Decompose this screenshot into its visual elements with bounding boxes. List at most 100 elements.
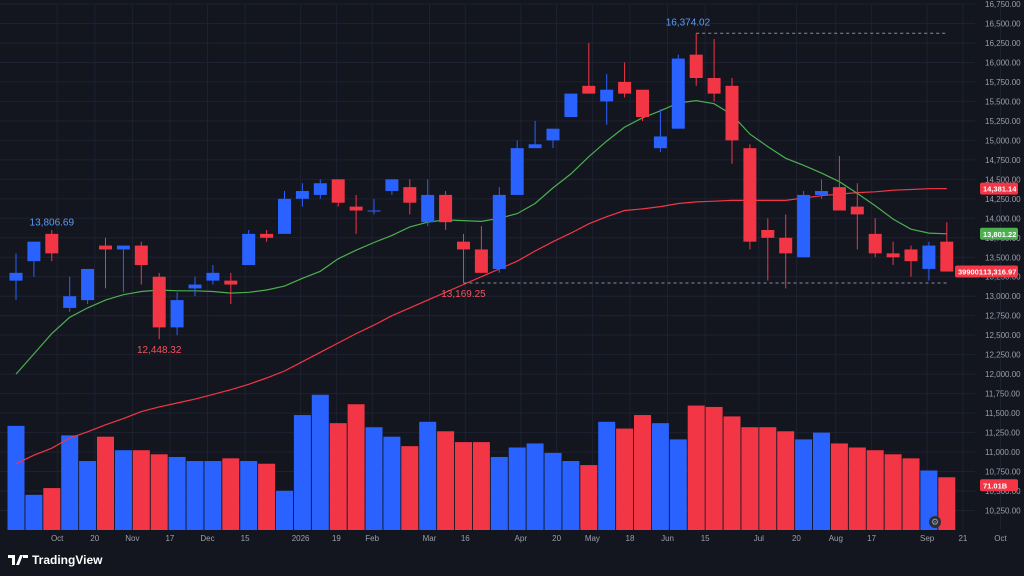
volume-bar — [79, 461, 97, 530]
gear-icon[interactable]: ⚙ — [929, 516, 941, 528]
candle — [99, 237, 112, 289]
candle — [725, 78, 739, 164]
candle — [653, 109, 667, 153]
candle-body — [940, 241, 954, 272]
volume-bar — [813, 432, 830, 530]
volume-bar — [114, 450, 132, 530]
volume-bars — [7, 394, 956, 530]
candle — [439, 191, 453, 230]
candle-body — [707, 78, 721, 94]
candle — [313, 179, 327, 199]
volume-bar — [61, 435, 79, 530]
candle-body — [152, 276, 166, 328]
candle-body — [886, 253, 900, 258]
x-tick-label: 20 — [792, 534, 801, 543]
moving-average-short-line — [15, 99, 947, 375]
x-tick-label: 20 — [90, 534, 99, 543]
x-tick-label: Aug — [829, 534, 843, 543]
candle — [457, 233, 470, 284]
y-tick-label: 16,500.00 — [985, 19, 1021, 28]
candle — [868, 218, 882, 258]
price-badges: 14,381.14 13,801.22 13,316.97 71.01B — [980, 182, 1018, 492]
y-tick-label: 13,000.00 — [985, 292, 1021, 301]
moving-average-long-line — [15, 188, 947, 465]
volume-bar — [150, 454, 168, 530]
candle-body — [242, 233, 256, 266]
candle — [260, 229, 274, 242]
candle-body — [27, 241, 41, 262]
candle-body — [689, 54, 703, 79]
y-tick-label: 15,750.00 — [985, 78, 1021, 87]
candle — [546, 128, 560, 149]
volume-bar — [508, 447, 526, 530]
volume-bar — [401, 446, 419, 530]
candle — [81, 268, 95, 305]
candle-body — [45, 233, 59, 254]
volume-bar — [132, 450, 150, 530]
candle — [582, 42, 596, 94]
price-badge-label: 13,316.97 — [983, 268, 1016, 277]
volume-bar — [562, 461, 580, 530]
candle-body — [761, 229, 775, 238]
candle-body — [63, 296, 77, 308]
volume-bar — [920, 470, 938, 530]
tradingview-logo-icon — [8, 555, 28, 565]
volume-bar — [705, 406, 723, 530]
volume-bar — [830, 443, 848, 530]
candle-body — [421, 194, 435, 223]
volume-bar — [419, 421, 437, 530]
candle — [761, 218, 775, 281]
candle — [492, 187, 506, 273]
volume-bar — [884, 454, 902, 530]
y-tick-label: 11,750.00 — [985, 390, 1021, 399]
candle-body — [671, 58, 685, 129]
volume-bar — [258, 463, 276, 530]
candle-body — [725, 85, 739, 141]
candle-body — [636, 89, 649, 117]
candle — [636, 89, 649, 121]
volume-bar — [866, 450, 884, 530]
volume-bar — [598, 421, 616, 530]
volume-bar — [741, 427, 759, 530]
y-tick-label: 15,500.00 — [985, 97, 1021, 106]
volume-bar — [240, 461, 258, 530]
candle — [904, 245, 918, 277]
y-tick-label: 16,250.00 — [985, 39, 1021, 48]
candle — [850, 183, 864, 250]
volume-bar — [97, 436, 114, 530]
candle-body — [206, 272, 220, 281]
volume-bar — [365, 427, 383, 530]
candle — [134, 241, 148, 285]
candle-body — [224, 280, 238, 285]
volume-bar — [687, 405, 705, 530]
x-tick-label: Jul — [754, 534, 764, 543]
candle-body — [116, 245, 130, 250]
candle — [528, 120, 542, 149]
candle — [27, 241, 41, 277]
annotation-label: 13,806.69 — [30, 217, 75, 228]
annotation-label: 13,169.25 — [441, 289, 486, 300]
candle-body — [439, 194, 453, 223]
candle-body — [81, 268, 95, 301]
price-badge: 71.01B — [980, 479, 1018, 492]
candle — [707, 39, 721, 102]
candle-body — [850, 206, 864, 215]
volume-bar — [616, 428, 634, 530]
volume-bar — [848, 447, 866, 530]
y-tick-label: 13,500.00 — [985, 253, 1021, 262]
candle-body — [528, 144, 542, 149]
candle-body — [797, 194, 811, 258]
volume-bar — [311, 394, 329, 530]
candle-body — [922, 245, 936, 269]
volume-bar — [276, 490, 293, 530]
volume-bar — [795, 439, 813, 530]
x-axis: Oct 20 Nov 17 Dec 15 2026 19 Feb Mar 16 Apr 20 May 18 J… — [51, 534, 1008, 543]
x-tick-label: Mar — [423, 534, 437, 543]
countdown-badge: 399001 — [955, 265, 983, 278]
candle — [206, 265, 220, 285]
candle-body — [385, 179, 399, 192]
price-badge-bg — [980, 227, 1018, 240]
volume-bar — [938, 477, 956, 530]
tradingview-logo: TradingView — [8, 553, 102, 567]
